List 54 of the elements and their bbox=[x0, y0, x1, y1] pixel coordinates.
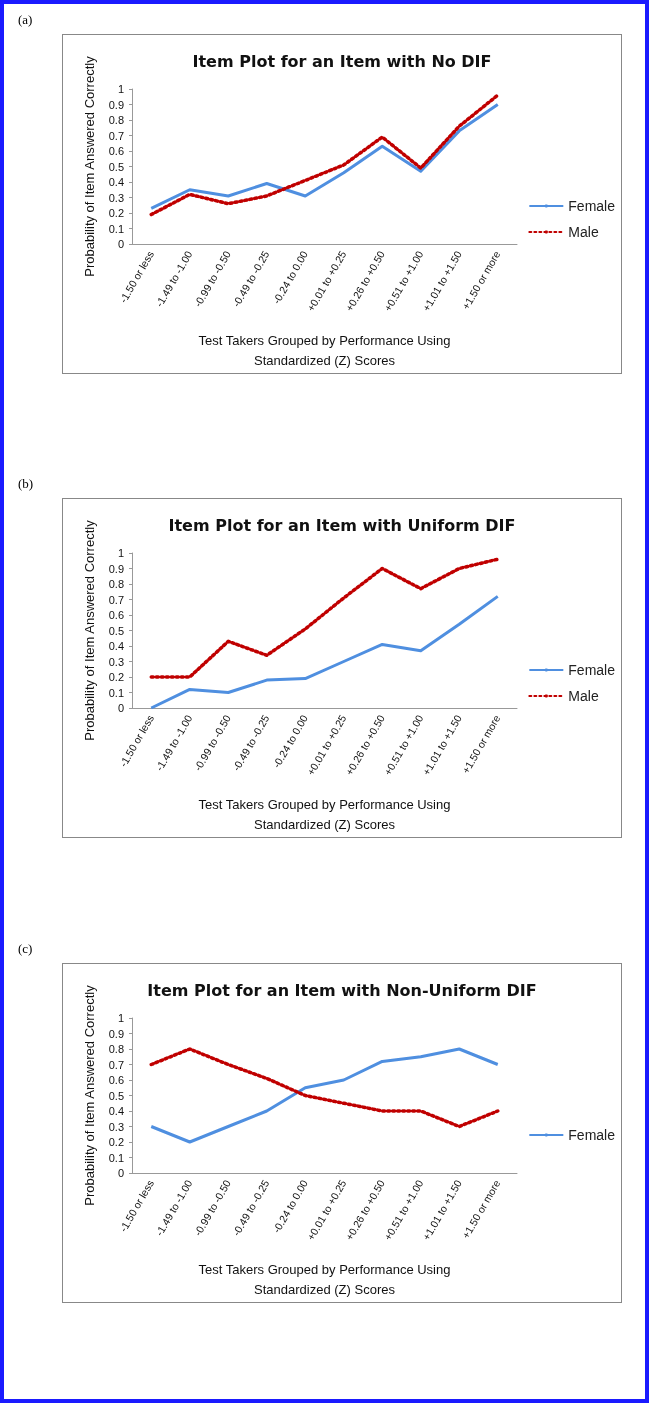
y-tick-label: 0.6 bbox=[108, 1074, 124, 1086]
text: (b) bbox=[18, 476, 34, 492]
y-tick-label: 0.2 bbox=[108, 207, 124, 219]
y-tick-label: 0.7 bbox=[108, 1058, 124, 1071]
y-tick-label: 0.4 bbox=[108, 1105, 124, 1117]
chart-title: Item Plot for an Item with No DIF bbox=[192, 51, 492, 71]
y-tick-label: 1 bbox=[117, 547, 124, 559]
y-tick-label: 0.8 bbox=[108, 1043, 124, 1055]
x-axis-title: Test Takers Grouped by Performance Using Standardized (Z) Scores bbox=[198, 796, 451, 832]
y-tick-label: 0.8 bbox=[108, 114, 124, 126]
y-tick-label: 0.3 bbox=[108, 191, 124, 204]
y-tick-label: 0.7 bbox=[108, 593, 124, 606]
chart-title: Item Plot for an Item with Uniform DIF bbox=[168, 515, 516, 535]
y-tick-label: 0.8 bbox=[108, 578, 124, 590]
line-series bbox=[149, 1047, 500, 1129]
legend-label: Male bbox=[568, 224, 599, 240]
y-tick-label: 0.9 bbox=[108, 1027, 124, 1040]
y-tick-label: 0.5 bbox=[108, 624, 124, 637]
legend-label: Female bbox=[568, 198, 616, 214]
legend-label: Female bbox=[568, 662, 616, 678]
line-series bbox=[149, 557, 500, 679]
y-tick-label: 0.2 bbox=[108, 1136, 124, 1148]
y-tick-label: 0.4 bbox=[108, 176, 124, 188]
y-axis-title: Probability of Item Answered Correctly bbox=[82, 519, 97, 741]
y-tick-label: 0.3 bbox=[108, 655, 124, 668]
y-tick-label: 1 bbox=[117, 83, 124, 95]
y-tick-label: 0.6 bbox=[108, 145, 124, 157]
y-axis-title: Probability of Item Answered Correctly bbox=[82, 55, 97, 277]
chart-title: Item Plot for an Item with Non-Uniform DIF bbox=[147, 980, 537, 1000]
y-tick-label: 0.9 bbox=[108, 562, 124, 575]
y-tick-label: 0.5 bbox=[108, 160, 124, 173]
y-tick-label: 0 bbox=[117, 238, 124, 250]
y-axis-title: Probability of Item Answered Correctly bbox=[82, 984, 97, 1206]
y-tick-label: 0.9 bbox=[108, 98, 124, 111]
x-axis-title: Test Takers Grouped by Performance Using Standardized (Z) Scores bbox=[198, 1261, 451, 1297]
legend-label: Female bbox=[568, 1127, 616, 1143]
line-series bbox=[149, 594, 500, 710]
y-tick-label: 0.2 bbox=[108, 671, 124, 683]
y-tick-label: 0.3 bbox=[108, 1120, 124, 1133]
x-axis-title: Test Takers Grouped by Performance Using Standardized (Z) Scores bbox=[198, 332, 451, 368]
text: (c) bbox=[18, 941, 33, 957]
y-tick-label: 1 bbox=[117, 1012, 124, 1024]
y-tick-label: 0.4 bbox=[108, 640, 124, 652]
y-tick-label: 0 bbox=[117, 702, 124, 714]
y-tick-label: 0.6 bbox=[108, 609, 124, 621]
y-tick-label: 0 bbox=[117, 1167, 124, 1179]
y-tick-label: 0.1 bbox=[108, 1151, 124, 1164]
line-series bbox=[149, 1047, 500, 1144]
y-tick-label: 0.7 bbox=[108, 129, 124, 142]
y-tick-label: 0.1 bbox=[108, 222, 124, 235]
y-tick-label: 0.1 bbox=[108, 686, 124, 699]
legend-label: Male bbox=[568, 688, 599, 704]
text: (a) bbox=[18, 12, 33, 28]
y-tick-label: 0.5 bbox=[108, 1089, 124, 1102]
